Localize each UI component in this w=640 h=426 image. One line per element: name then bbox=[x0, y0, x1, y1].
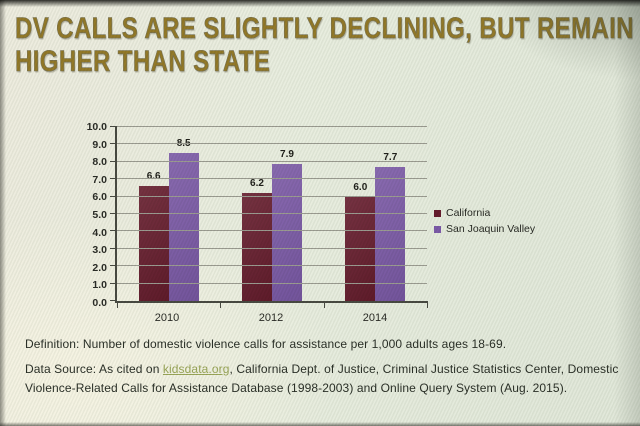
gridline bbox=[117, 230, 427, 232]
y-tick-mark bbox=[110, 213, 117, 214]
x-tick-mark bbox=[323, 301, 325, 308]
y-tick-mark bbox=[110, 230, 117, 232]
x-axis-label: 2014 bbox=[362, 312, 388, 324]
x-tick-mark bbox=[117, 301, 118, 308]
y-tick-mark bbox=[110, 195, 117, 197]
y-tick-mark bbox=[110, 126, 117, 127]
y-tick-label: 6.0 bbox=[92, 191, 107, 204]
data-source-suffix: , California Dept. of Justice, Criminal … bbox=[25, 362, 619, 395]
slide-title: DV CALLS ARE SLIGHTLY DECLINING, BUT REM… bbox=[15, 12, 635, 79]
bar-value-label: 6.0 bbox=[353, 181, 368, 193]
gridline bbox=[117, 178, 427, 180]
y-axis: 0.0 1.0 2.0 3.0 4.0 5.0 6.0 7.0 8.0 9.0 10.0 bbox=[84, 121, 114, 309]
bar-pair: 6.2 7.9 bbox=[241, 127, 302, 301]
gridline bbox=[117, 160, 427, 162]
y-tick-mark bbox=[110, 300, 117, 301]
x-tick-mark bbox=[220, 301, 222, 308]
y-tick-mark bbox=[110, 143, 117, 145]
data-source-prefix: Data Source: As cited on bbox=[25, 362, 163, 376]
x-axis-label: 2012 bbox=[258, 312, 284, 324]
bar-groups: 6.6 8.5 6.2 7.9 6.0 7.7 bbox=[117, 127, 427, 301]
bar-value-label: 6.6 bbox=[146, 171, 161, 183]
gridline bbox=[117, 195, 427, 197]
x-axis-labels: 2010 2012 2014 bbox=[115, 312, 427, 324]
bar-san-joaquin-valley: 7.7 bbox=[375, 152, 406, 301]
data-source-text: Data Source: As cited on kidsdata.org, C… bbox=[25, 360, 625, 397]
y-tick-mark bbox=[110, 247, 117, 249]
bar-group: 6.6 8.5 bbox=[117, 127, 220, 301]
y-tick-label: 4.0 bbox=[92, 226, 107, 239]
y-tick-mark bbox=[110, 282, 117, 284]
bar-value-label: 7.9 bbox=[280, 148, 294, 160]
y-tick-mark bbox=[110, 160, 117, 162]
gridline bbox=[117, 213, 427, 214]
bar-value-label: 6.2 bbox=[250, 178, 264, 190]
gridline bbox=[117, 265, 427, 267]
y-tick-label: 9.0 bbox=[92, 138, 107, 151]
y-tick-mark bbox=[110, 265, 117, 267]
bar-san-joaquin-valley: 8.5 bbox=[168, 138, 199, 301]
legend-swatch bbox=[434, 209, 441, 217]
y-tick-label: 1.0 bbox=[92, 279, 107, 292]
y-tick-label: 3.0 bbox=[92, 244, 107, 257]
plot-area: 6.6 8.5 6.2 7.9 6.0 7.7 bbox=[110, 126, 428, 308]
y-tick-mark bbox=[110, 178, 117, 180]
x-tick-mark bbox=[427, 301, 428, 308]
y-tick-label: 0.0 bbox=[92, 297, 107, 309]
y-tick-label: 5.0 bbox=[92, 209, 107, 221]
legend-label: San Joaquin Valley bbox=[446, 223, 536, 235]
gridline bbox=[117, 247, 427, 249]
legend-item: San Joaquin Valley bbox=[434, 223, 535, 235]
kidsdata-link[interactable]: kidsdata.org bbox=[162, 362, 230, 376]
legend-item: California bbox=[434, 207, 535, 219]
bar-chart: 0.0 1.0 2.0 3.0 4.0 5.0 6.0 7.0 8.0 9.0 10.0 6.6 8.… bbox=[84, 121, 504, 327]
y-tick-label: 8.0 bbox=[92, 156, 107, 169]
x-axis-label: 2010 bbox=[154, 312, 180, 324]
bar-pair: 6.6 8.5 bbox=[138, 127, 199, 301]
bar-san-joaquin-valley: 7.9 bbox=[271, 149, 302, 301]
y-tick-label: 10.0 bbox=[86, 121, 107, 133]
y-tick-label: 7.0 bbox=[92, 173, 107, 186]
legend-label: California bbox=[446, 207, 491, 219]
gridline bbox=[117, 282, 427, 284]
bar-group: 6.2 7.9 bbox=[220, 127, 323, 301]
bar-california: 6.6 bbox=[138, 171, 169, 301]
legend-swatch bbox=[434, 225, 441, 233]
y-tick-label: 2.0 bbox=[92, 261, 107, 274]
bar-value-label: 7.7 bbox=[383, 152, 398, 164]
legend: California San Joaquin Valley bbox=[434, 207, 535, 235]
definition-text: Definition: Number of domestic violence … bbox=[25, 337, 507, 351]
gridline bbox=[117, 143, 427, 145]
bar-group: 6.0 7.7 bbox=[324, 127, 427, 301]
gridline bbox=[117, 126, 427, 127]
bar-pair: 6.0 7.7 bbox=[345, 127, 406, 301]
